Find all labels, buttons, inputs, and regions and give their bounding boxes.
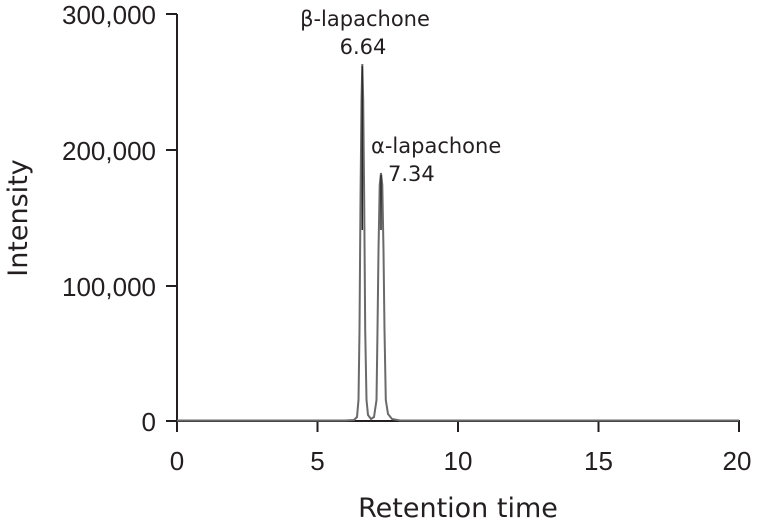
x-tick-label: 20 <box>723 446 752 476</box>
peak-label-alpha-lapachone: α-lapachone <box>371 134 501 158</box>
y-tick-label: 100,000 <box>62 272 156 302</box>
y-tick-label: 0 <box>142 407 156 437</box>
x-tick-label: 10 <box>444 446 473 476</box>
x-axis: 0 5 10 15 20 Retention time <box>170 420 752 523</box>
chromatogram-trace <box>177 63 739 422</box>
y-tick-label: 200,000 <box>62 136 156 166</box>
y-tick-label: 300,000 <box>62 0 156 30</box>
peak-label-beta-lapachone: β-lapachone <box>300 7 430 31</box>
y-axis-title: Intensity <box>3 159 34 277</box>
peak-rt-alpha-lapachone: 7.34 <box>388 162 435 186</box>
x-tick-label: 15 <box>584 446 613 476</box>
peak-rt-beta-lapachone: 6.64 <box>340 35 387 59</box>
peak-annotations: β-lapachone 6.64 α-lapachone 7.34 <box>300 7 501 186</box>
x-tick-label: 5 <box>310 446 324 476</box>
y-axis: 300,000 200,000 100,000 0 Intensity <box>3 0 178 437</box>
trace-line <box>177 63 739 422</box>
trace-peak-core <box>361 66 382 230</box>
x-tick-label: 0 <box>170 446 184 476</box>
x-axis-title: Retention time <box>358 493 558 523</box>
